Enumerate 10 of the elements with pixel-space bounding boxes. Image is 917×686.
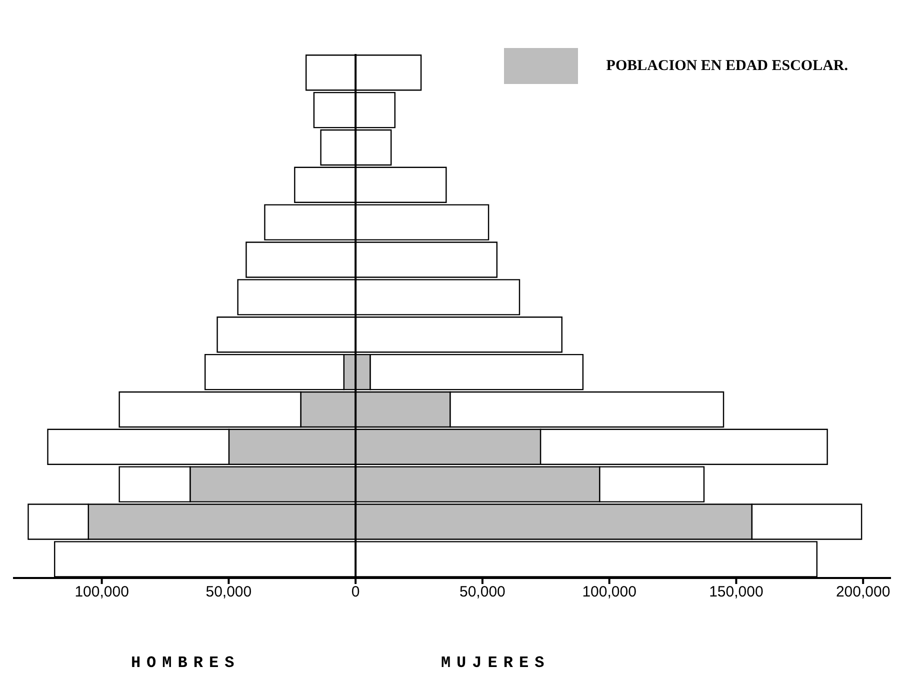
text: HOMBRES bbox=[130, 654, 242, 672]
text: MUJERES bbox=[440, 654, 552, 672]
x-tick-label: 50,000 bbox=[460, 584, 506, 601]
x-tick-label: 150,000 bbox=[709, 584, 764, 601]
x-tick-label: 50,000 bbox=[206, 584, 252, 601]
x-tick-label: 200,000 bbox=[836, 584, 890, 601]
x-tick-label: 0 bbox=[351, 584, 360, 601]
legend-label: POBLACION EN EDAD ESCOLAR. bbox=[606, 58, 848, 74]
x-tick-label: 100,000 bbox=[74, 584, 129, 601]
x-tick-label: 100,000 bbox=[582, 584, 636, 601]
